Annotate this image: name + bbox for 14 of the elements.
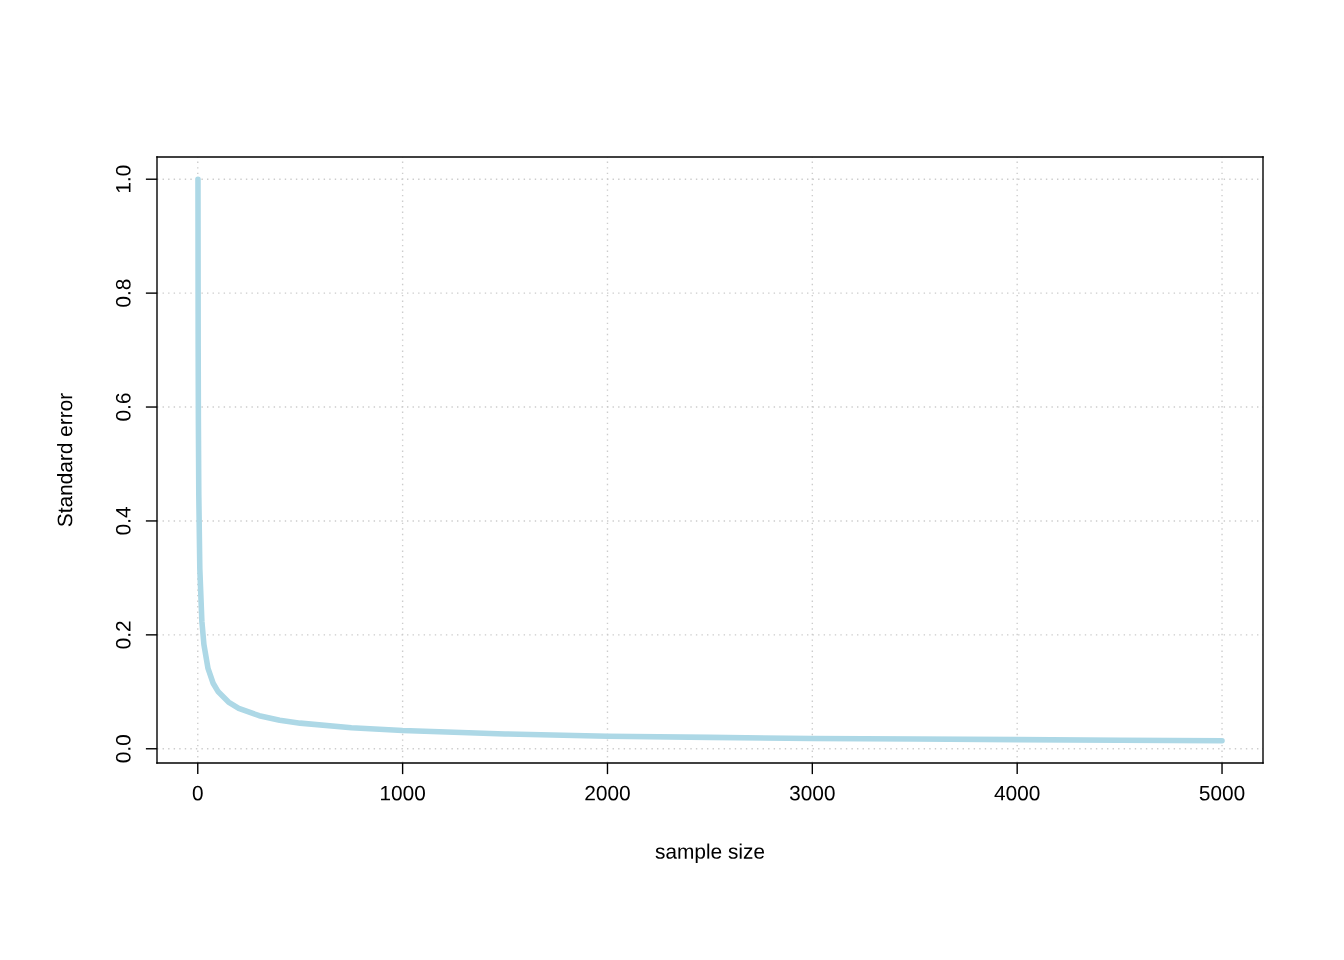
x-tick-label: 5000: [1199, 785, 1245, 801]
y-tick-label: 0.6: [115, 393, 131, 421]
x-tick-label: 1000: [381, 785, 425, 801]
y-tick-label: 0.8: [115, 279, 131, 307]
y-tick-label: 0.2: [115, 621, 131, 649]
x-axis-title: sample size: [655, 843, 765, 863]
x-tick-label: 4000: [994, 785, 1040, 801]
y-tick-label: 0.0: [115, 735, 131, 763]
x-tick-label: 3000: [789, 785, 835, 801]
x-tick-label: 0: [192, 785, 203, 801]
x-tick-label: 2000: [585, 785, 630, 801]
y-tick-label: 0.4: [115, 507, 131, 535]
y-tick-label: 1.0: [115, 165, 131, 193]
y-axis-title: Standard error: [57, 393, 73, 527]
